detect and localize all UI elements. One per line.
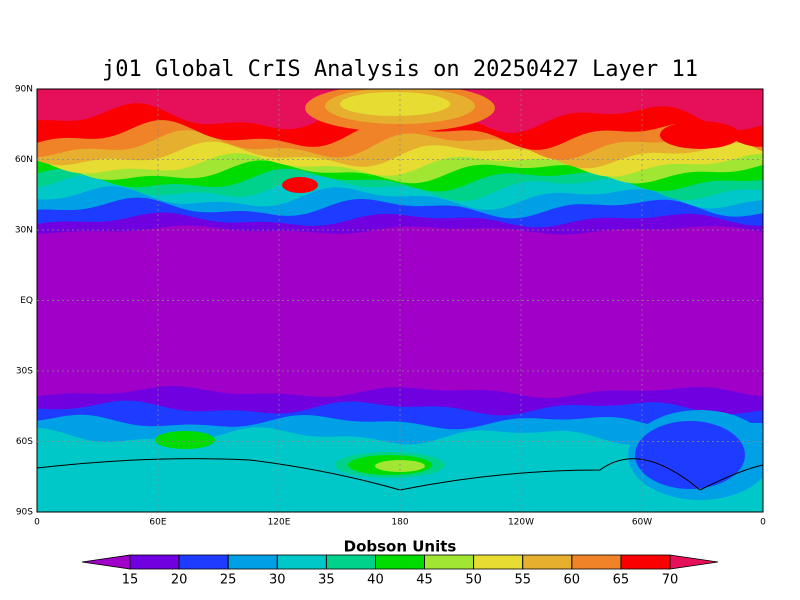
colorbar-tick-label: 70 <box>662 573 679 588</box>
colorbar-over <box>669 554 719 570</box>
colorbar-box <box>227 554 278 570</box>
colorbar-box <box>129 554 180 570</box>
lat-label: 90N <box>15 85 33 95</box>
colorbar-box <box>522 554 573 570</box>
colorbar-box <box>620 554 671 570</box>
lat-label: 30N <box>15 226 33 236</box>
colorbar-label: Dobson Units <box>344 538 457 556</box>
lon-label: 180 <box>391 518 408 528</box>
colorbar-tick-label: 15 <box>122 573 139 588</box>
colorbar-box <box>473 554 524 570</box>
lon-label: 120E <box>268 518 291 528</box>
colorbar-box <box>276 554 327 570</box>
contour-patch <box>340 92 450 116</box>
colorbar-tick-label: 45 <box>416 573 433 588</box>
colorbar: 15 20 25 30 35 40 45 50 55 60 65 70 <box>81 554 719 588</box>
colorbar-tick-label: 40 <box>367 573 384 588</box>
colorbar-tick-label: 30 <box>269 573 286 588</box>
title: j01 Global CrIS Analysis on 20250427 Lay… <box>102 57 698 82</box>
colorbar-box <box>571 554 622 570</box>
colorbar-tick-label: 35 <box>318 573 335 588</box>
contour-patch <box>282 177 318 193</box>
lon-label: 0 <box>760 518 766 528</box>
colorbar-box <box>178 554 229 570</box>
colorbar-under <box>81 554 131 570</box>
lon-label: 60W <box>632 518 652 528</box>
lat-label: 60N <box>15 155 33 165</box>
colorbar-box <box>375 554 425 570</box>
lat-label: 90S <box>16 508 33 518</box>
colorbar-tick-label: 20 <box>171 573 188 588</box>
lon-label: 60E <box>149 518 166 528</box>
contour-patch <box>635 421 745 489</box>
lat-label: 60S <box>16 437 33 447</box>
lon-label: 120W <box>508 518 534 528</box>
map <box>37 89 763 512</box>
contour-patch <box>155 431 215 449</box>
colorbar-box <box>325 554 376 570</box>
lat-label: 30S <box>16 367 33 377</box>
colorbar-tick-label: 65 <box>613 573 630 588</box>
colorbar-tick-label: 25 <box>220 573 237 588</box>
colorbar-tick-label: 50 <box>465 573 482 588</box>
colorbar-tick-label: 55 <box>514 573 531 588</box>
contour-patch <box>660 121 740 149</box>
coastline <box>37 458 763 491</box>
colorbar-box <box>424 554 475 570</box>
colorbar-tick-label: 60 <box>564 573 581 588</box>
lat-label: EQ <box>20 296 33 306</box>
lon-label: 0 <box>34 518 40 528</box>
